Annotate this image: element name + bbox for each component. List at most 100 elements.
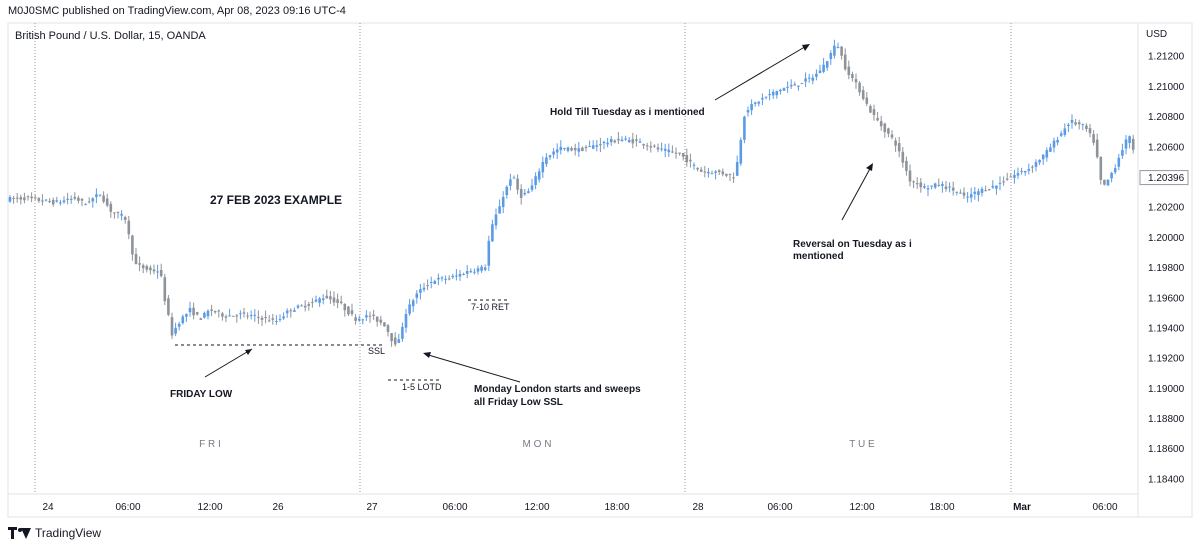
- tradingview-brand: TradingView: [35, 526, 102, 540]
- candle-body: [422, 287, 426, 290]
- candle-body: [509, 179, 512, 186]
- candle-body: [347, 306, 350, 315]
- candle-body: [181, 316, 185, 324]
- candle-body: [977, 191, 980, 196]
- candle-body: [296, 305, 300, 308]
- candle-body: [242, 312, 246, 314]
- candle-body: [469, 271, 473, 273]
- monday-note-line2: all Friday Low SSL: [474, 397, 563, 408]
- candle-body: [278, 318, 282, 320]
- candle-body: [660, 148, 663, 150]
- candle-body: [1128, 136, 1131, 144]
- candle-body: [1038, 160, 1041, 163]
- candle-body: [44, 199, 48, 201]
- candle-body: [192, 307, 195, 316]
- candle-body: [757, 101, 761, 104]
- candle-body: [415, 293, 419, 298]
- candle-body: [91, 198, 95, 202]
- tradingview-logo[interactable]: TradingView: [8, 526, 101, 540]
- candle-body: [599, 144, 602, 146]
- candle-body: [411, 300, 415, 307]
- candle-body: [149, 267, 152, 271]
- candle-body: [73, 196, 77, 199]
- candle-body: [131, 235, 134, 255]
- hold-arrow: [714, 44, 809, 101]
- candle-body: [368, 315, 372, 317]
- candle-body: [919, 182, 923, 188]
- time-tick-label: 24: [42, 502, 54, 513]
- candle-body: [314, 299, 318, 302]
- candle-body: [930, 185, 933, 187]
- friday-low-arrowhead: [245, 349, 252, 355]
- candle-body: [840, 46, 843, 56]
- candle-body: [987, 189, 991, 191]
- price-tick-label: 1.21000: [1148, 82, 1185, 93]
- candle-body: [624, 138, 627, 140]
- candle-body: [354, 317, 357, 321]
- candle-body: [843, 54, 847, 70]
- candle-body: [480, 266, 483, 271]
- candle-body: [48, 201, 51, 203]
- candle-body: [138, 263, 141, 265]
- candle-body: [1063, 128, 1067, 135]
- candle-body: [1095, 139, 1099, 158]
- candle-body: [275, 321, 278, 323]
- candle-body: [235, 315, 239, 317]
- candle-body: [267, 320, 271, 322]
- candle-body: [966, 196, 969, 198]
- candle-body: [282, 316, 285, 319]
- candle-body: [854, 79, 858, 83]
- tradingview-icon: [8, 527, 31, 539]
- publisher-line: M0J0SMC published on TradingView.com, Ap…: [8, 5, 346, 17]
- time-tick-label: Mar: [1013, 502, 1031, 513]
- candle-body: [649, 146, 653, 148]
- candle-body: [1121, 149, 1124, 156]
- candle-body: [1002, 181, 1005, 183]
- candle-body: [167, 298, 170, 315]
- chart-frame[interactable]: British Pound / U.S. Dollar, 15, OANDA U…: [0, 22, 1200, 518]
- candle-body: [991, 185, 995, 188]
- candle-body: [984, 190, 987, 192]
- candle-body: [836, 46, 840, 48]
- candle-body: [552, 151, 555, 155]
- candle-body: [555, 149, 559, 153]
- time-tick-label: 12:00: [524, 502, 549, 513]
- candle-body: [498, 206, 501, 214]
- candle-body: [1052, 140, 1056, 148]
- candle-body: [577, 148, 581, 152]
- candle-body: [728, 173, 732, 175]
- candle-body: [1110, 172, 1113, 179]
- candle-body: [1056, 139, 1059, 143]
- candle-body: [1016, 173, 1020, 176]
- chart-border: [7, 22, 1193, 518]
- candle-body: [1041, 154, 1045, 160]
- candle-body: [303, 305, 307, 308]
- candle-body: [595, 145, 599, 147]
- candle-body: [51, 199, 55, 205]
- candle-body: [559, 146, 563, 151]
- price-tick-label: 1.18600: [1148, 444, 1185, 455]
- candle-body: [523, 192, 527, 195]
- candle-body: [811, 77, 815, 81]
- candle-body: [753, 102, 757, 104]
- price-tick-label: 1.18400: [1148, 474, 1185, 485]
- price-chart[interactable]: British Pound / U.S. Dollar, 15, OANDA U…: [0, 22, 1200, 518]
- candle-body: [307, 304, 311, 306]
- candle-body: [851, 74, 854, 79]
- candle-body: [311, 302, 314, 304]
- candle-body: [213, 310, 217, 313]
- candle-body: [66, 198, 69, 200]
- candle-body: [383, 322, 386, 327]
- candle-body: [858, 82, 861, 93]
- candle-body: [516, 178, 519, 190]
- candle-body: [890, 134, 894, 138]
- candle-body: [1020, 170, 1023, 172]
- candle-body: [246, 315, 249, 317]
- candle-body: [462, 274, 465, 276]
- candle-body: [87, 201, 91, 203]
- candle-body: [894, 140, 897, 146]
- session-label-mon: M O N: [523, 439, 552, 450]
- candle-body: [199, 318, 203, 320]
- candle-body: [707, 171, 710, 174]
- example-title: 27 FEB 2023 EXAMPLE: [210, 193, 342, 207]
